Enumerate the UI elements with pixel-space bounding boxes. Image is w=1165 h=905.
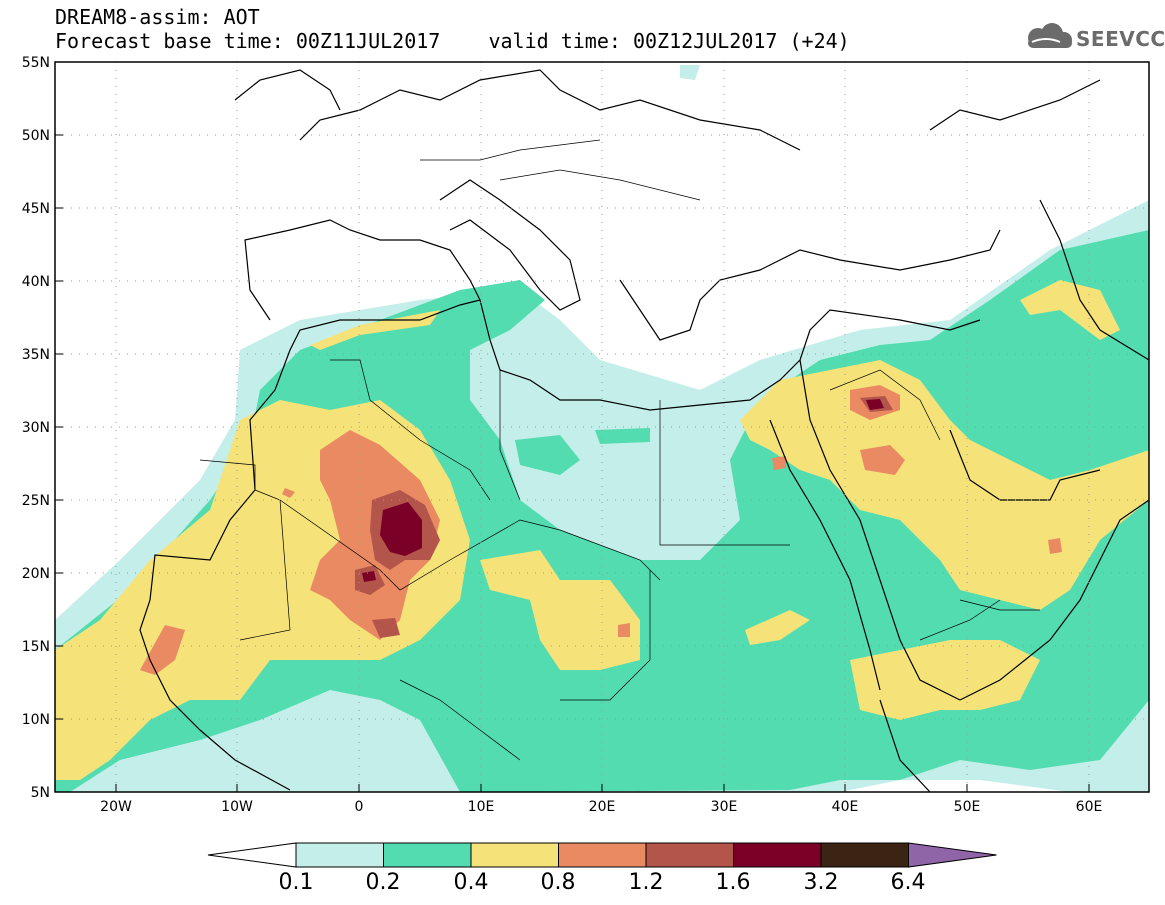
colorbar-swatch xyxy=(820,842,909,868)
lon-labels: 20W 10W 0 10E 20E 30E 40E 50E 60E xyxy=(100,799,1102,815)
colorbar-swatch xyxy=(645,842,734,868)
colorbar-label: 3.2 xyxy=(803,870,839,895)
colorbar-min-arrow xyxy=(207,842,297,868)
lat-label: 45N xyxy=(22,201,50,217)
lat-label: 50N xyxy=(22,128,50,144)
lat-label: 40N xyxy=(22,274,50,290)
lon-label: 10W xyxy=(221,799,253,815)
colorbar-label: 0.8 xyxy=(540,870,576,895)
colorbar-label: 0.4 xyxy=(453,870,489,895)
colorbar-swatch xyxy=(558,842,647,868)
lat-label: 30N xyxy=(22,420,50,436)
lat-label: 25N xyxy=(22,493,50,509)
logo-text: SEEVCCC xyxy=(1076,27,1165,51)
colorbar-max-arrow xyxy=(908,842,997,868)
lon-label: 50E xyxy=(954,799,981,815)
lon-label: 20W xyxy=(100,799,132,815)
lat-label: 5N xyxy=(31,785,50,801)
colorbar-swatch xyxy=(295,842,384,868)
lon-label: 40E xyxy=(832,799,859,815)
colorbar-label: 0.2 xyxy=(365,870,401,895)
lat-label: 15N xyxy=(22,639,50,655)
colorbar-swatch xyxy=(733,842,822,868)
colorbar xyxy=(207,842,997,868)
cloud-icon xyxy=(1028,23,1072,48)
colorbar-label: 1.6 xyxy=(715,870,751,895)
aot-field xyxy=(55,62,1149,792)
lon-label: 20E xyxy=(589,799,616,815)
lon-label: 30E xyxy=(711,799,738,815)
lon-label: 0 xyxy=(355,799,364,815)
lon-label: 10E xyxy=(468,799,495,815)
colorbar-swatch xyxy=(470,842,559,868)
lat-label: 55N xyxy=(22,55,50,71)
lon-label: 60E xyxy=(1076,799,1103,815)
grid xyxy=(55,62,1149,792)
map-subtitle: Forecast base time: 00Z11JUL2017 valid t… xyxy=(55,29,850,53)
coastlines xyxy=(139,69,1149,792)
lat-label: 10N xyxy=(22,712,50,728)
lat-label: 20N xyxy=(22,566,50,582)
colorbar-label: 0.1 xyxy=(278,870,314,895)
lat-labels: 55N 50N 45N 40N 35N 30N 25N 20N 15N 10N … xyxy=(22,55,50,801)
axis-ticks xyxy=(55,134,1090,792)
colorbar-label: 1.2 xyxy=(628,870,664,895)
colorbar-swatch xyxy=(383,842,472,868)
map-title: DREAM8-assim: AOT xyxy=(55,5,260,29)
lat-label: 35N xyxy=(22,347,50,363)
colorbar-label: 6.4 xyxy=(890,870,926,895)
